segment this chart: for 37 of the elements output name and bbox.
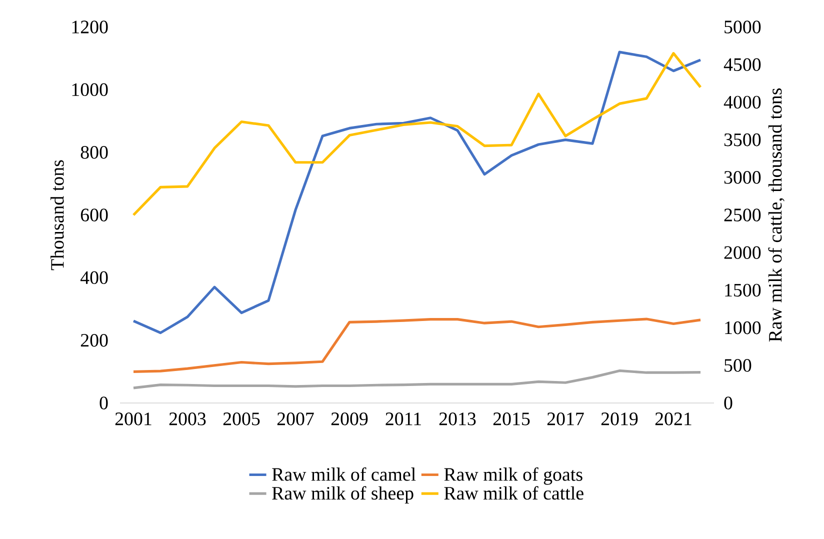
y2-tick-label: 5000 bbox=[724, 20, 761, 34]
legend-label: Raw milk of goats bbox=[444, 467, 582, 485]
y-tick-label: 800 bbox=[80, 146, 108, 159]
x-tick-label: 2003 bbox=[169, 412, 206, 426]
x-tick-label: 2005 bbox=[223, 412, 260, 426]
y-axis-title: Thousand tons bbox=[50, 160, 64, 270]
y-tick-label: 1200 bbox=[72, 20, 108, 34]
y2-tick-label: 2000 bbox=[724, 246, 761, 259]
line-series bbox=[132, 52, 702, 216]
y2-tick-label: 4500 bbox=[724, 58, 761, 71]
y-tick-label: 600 bbox=[80, 208, 108, 222]
y2-tick-label: 3500 bbox=[724, 133, 761, 146]
y2-tick-label: 4000 bbox=[724, 96, 761, 109]
y-tick-label: 400 bbox=[80, 271, 108, 284]
y2-tick-label: 2500 bbox=[724, 208, 761, 222]
line-series bbox=[132, 50, 702, 334]
y2-tick-label: 500 bbox=[724, 359, 752, 372]
x-tick-label: 2013 bbox=[439, 412, 476, 426]
x-tick-label: 2007 bbox=[277, 412, 314, 426]
y2-tick-label: 3000 bbox=[724, 171, 761, 184]
x-tick-label: 2017 bbox=[547, 412, 584, 426]
legend-label: Raw milk of cattle bbox=[444, 486, 584, 500]
x-tick-label: 2021 bbox=[655, 412, 692, 426]
x-tick-label: 2001 bbox=[115, 412, 152, 426]
legend-label: Raw milk of sheep bbox=[272, 486, 414, 504]
legend-label: Raw milk of camel bbox=[272, 467, 416, 481]
y-tick-label: 200 bbox=[80, 334, 108, 347]
x-tick-label: 2011 bbox=[386, 412, 421, 426]
y-tick-label: 1000 bbox=[72, 83, 108, 96]
y2-tick-label: 1000 bbox=[725, 321, 761, 334]
y2-axis-title: Raw milk of cattle, thousand tons bbox=[768, 88, 784, 342]
y2-tick-label: 1500 bbox=[725, 284, 761, 297]
x-tick-label: 2009 bbox=[331, 412, 368, 426]
y2-tick-label: 0 bbox=[724, 396, 732, 410]
y-tick-label: 0 bbox=[100, 396, 108, 410]
x-tick-label: 2015 bbox=[493, 412, 530, 426]
x-tick-label: 2019 bbox=[601, 412, 638, 426]
